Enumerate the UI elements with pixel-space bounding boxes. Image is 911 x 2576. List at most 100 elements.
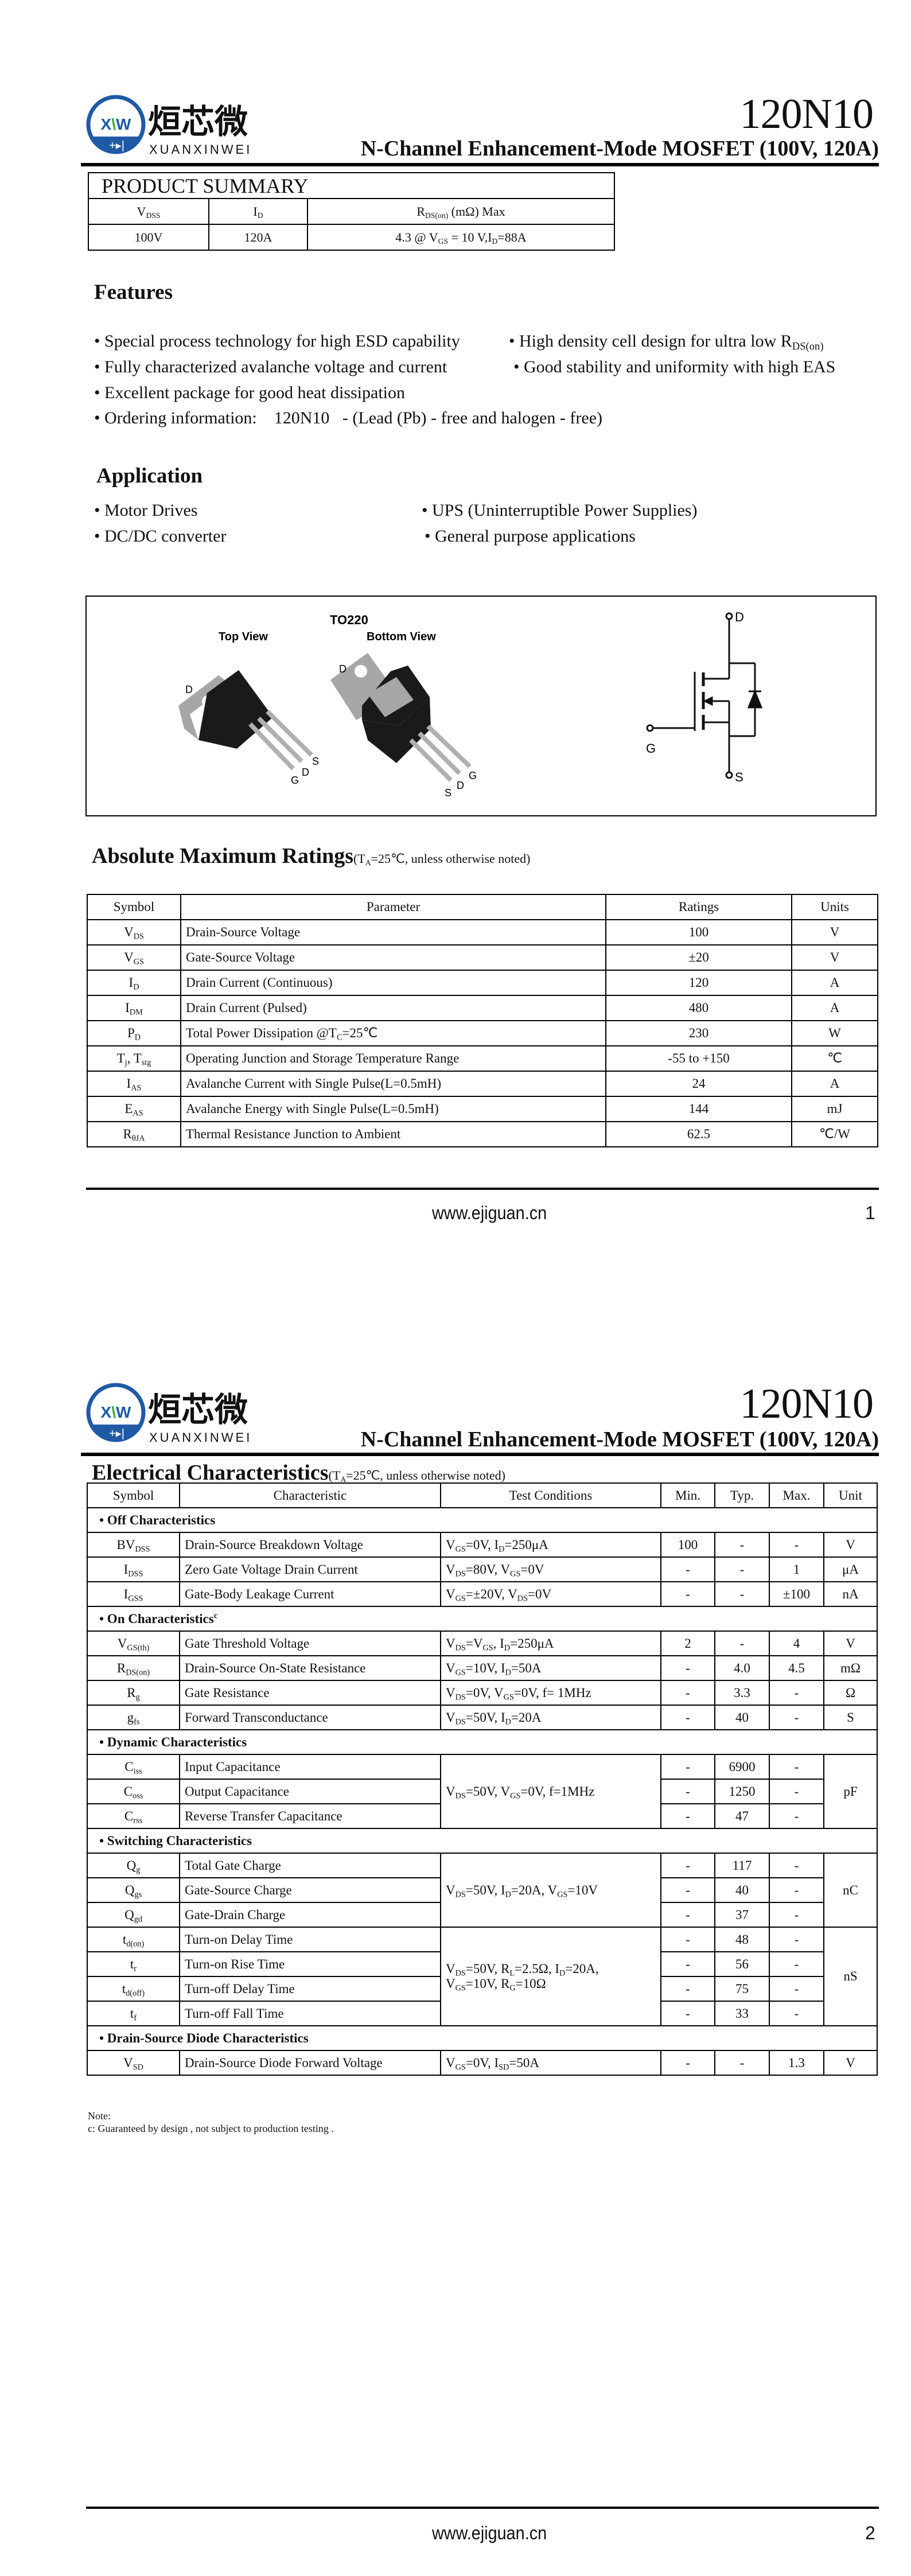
typ-cell: - <box>714 1581 770 1607</box>
abs-max-title: Absolute Maximum Ratings <box>92 844 354 868</box>
table-row: IDM Drain Current (Pulsed) 480 A <box>87 995 878 1021</box>
table-row: RθJA Thermal Resistance Junction to Ambie… <box>87 1121 878 1147</box>
section-row: • On Characteristicsc <box>87 1606 878 1632</box>
typ-cell: - <box>714 1557 770 1582</box>
table-row: Tj, Tstg Operating Junction and Storage T… <box>87 1045 878 1072</box>
header-rule <box>81 163 879 166</box>
symbol-cell: BVDSS <box>87 1532 180 1558</box>
characteristic-cell: Output Capacitance <box>179 1779 441 1804</box>
parameter-cell: Operating Junction and Storage Temperatu… <box>180 1045 606 1072</box>
min-cell: - <box>660 1927 715 1952</box>
symbol-cell: VDS <box>87 919 181 945</box>
unit-cell: V <box>823 1532 878 1558</box>
symbol-cell: Coss <box>87 1779 180 1804</box>
min-cell: - <box>660 1902 715 1928</box>
typ-cell: - <box>714 2050 770 2076</box>
typ-cell: 40 <box>714 1877 770 1903</box>
abs-max-table: Symbol Parameter Ratings Units VDS Drain-Sour… <box>87 894 878 1147</box>
feature-item: • High density cell design for ultra low… <box>509 332 824 353</box>
application-item: • DC/DC converter <box>94 527 227 546</box>
test-conditions-cell: VGS=10V, ID=50A <box>440 1655 661 1681</box>
max-cell: - <box>769 1902 824 1928</box>
page-number: 1 <box>865 1203 875 1223</box>
max-cell: 1 <box>769 1557 824 1582</box>
column-header: Characteristic <box>179 1482 441 1508</box>
pin-label: D <box>302 766 309 778</box>
unit-cell: S <box>823 1705 878 1730</box>
pin-label: D <box>735 610 744 624</box>
rating-cell: 120 <box>605 970 792 996</box>
column-header: Units <box>791 894 878 920</box>
typ-cell: 6900 <box>714 1754 770 1780</box>
column-header: Unit <box>823 1482 878 1508</box>
characteristic-cell: Gate-Drain Charge <box>179 1902 441 1928</box>
table-row: RDS(on) Drain-Source On-State Resistance V… <box>87 1655 878 1681</box>
pin-label: S <box>445 787 451 799</box>
package-name: TO220 <box>330 613 368 627</box>
unit-cell: pF <box>823 1754 878 1829</box>
characteristic-cell: Turn-on Delay Time <box>179 1927 441 1952</box>
characteristic-cell: Gate-Body Leakage Current <box>179 1581 441 1607</box>
table-row: PD Total Power Dissipation @TC=25℃ 230 W <box>87 1020 878 1046</box>
unit-cell: nA <box>823 1581 878 1607</box>
unit-cell: A <box>791 1071 878 1097</box>
table-row: tr Turn-on Rise Time -56- <box>87 1951 877 1977</box>
svg-text:X\W: X\W <box>101 115 131 133</box>
parameter-cell: Drain Current (Pulsed) <box>180 995 606 1021</box>
table-row: td(off) Turn-off Delay Time -75- <box>87 1976 877 2002</box>
symbol-cell: gfs <box>87 1705 180 1730</box>
application-item: • General purpose applications <box>425 527 636 546</box>
symbol-cell: VGS(th) <box>87 1631 180 1656</box>
symbol-cell: RθJA <box>87 1121 181 1147</box>
characteristic-cell: Input Capacitance <box>179 1754 441 1780</box>
table-row: Crss Reverse Transfer Capacitance -47- <box>87 1803 877 1829</box>
symbol-cell: IAS <box>87 1071 181 1097</box>
footer-url[interactable]: www.ejiguan.cn <box>432 2523 547 2543</box>
test-conditions-cell: VGS=0V, ID=250μA <box>440 1532 661 1558</box>
rating-cell: 480 <box>605 995 792 1021</box>
max-cell: - <box>769 1705 824 1730</box>
application-heading: Application <box>96 464 203 488</box>
min-cell: - <box>660 1655 715 1681</box>
parameter-cell: Avalanche Current with Single Pulse(L=0.… <box>180 1071 606 1097</box>
test-conditions-cell: VDS=VGS, ID=250μA <box>440 1631 661 1656</box>
to220-top-view-icon: D G D S <box>178 670 319 786</box>
typ-cell: 1250 <box>714 1779 770 1804</box>
parameter-cell: Avalanche Energy with Single Pulse(L=0.5… <box>180 1096 606 1122</box>
table-header-row: Symbol Characteristic Test Conditions Min. T… <box>87 1482 878 1508</box>
section-title: • Dynamic Characteristics <box>87 1729 878 1755</box>
electrical-note: (TA=25℃, unless otherwise noted) <box>328 1468 506 1484</box>
section-row: • Dynamic Characteristics <box>87 1729 878 1755</box>
characteristic-cell: Gate-Source Charge <box>179 1877 441 1903</box>
min-cell: - <box>660 1705 715 1730</box>
min-cell: - <box>660 2050 715 2076</box>
table-row: VSD Drain-Source Diode Forward Voltage VGS… <box>87 2050 878 2076</box>
max-cell: - <box>769 1532 824 1558</box>
pin-label: G <box>646 741 656 756</box>
symbol-cell: VGS <box>87 944 181 971</box>
unit-cell: nC <box>823 1853 878 1928</box>
section-row: • Drain-Source Diode Characteristics <box>87 2025 878 2051</box>
typ-cell: 48 <box>714 1927 770 1952</box>
typ-cell: - <box>714 1631 770 1656</box>
max-cell: - <box>769 1853 824 1878</box>
company-logo: X\W +▸| 烜芯微 XUANXINWEI <box>86 92 275 158</box>
electrical-heading: Electrical Characteristics(TA=25℃, unles… <box>92 1460 505 1485</box>
test-conditions-cell: VDS=50V, RL=2.5Ω, ID=20A, VGS=10V, RG=10Ω <box>440 1927 661 2026</box>
table-row: Qgs Gate-Source Charge -40- <box>87 1877 877 1903</box>
section-row: • Switching Characteristics <box>87 1828 878 1854</box>
bottom-view-label: Bottom View <box>367 631 436 643</box>
footer-rule <box>86 2507 879 2509</box>
svg-text:+▸|: +▸| <box>109 139 124 152</box>
symbol-cell: Qgd <box>87 1902 180 1928</box>
column-header: Typ. <box>714 1482 770 1508</box>
symbol-cell: Crss <box>87 1803 180 1829</box>
footer-url[interactable]: www.ejiguan.cn <box>432 1203 547 1223</box>
table-row: td(on) Turn-on Delay Time VDS=50V, RL=2.5Ω… <box>87 1927 878 2026</box>
table-row: EAS Avalanche Energy with Single Pulse(L=… <box>87 1096 878 1122</box>
table-row: Qg Total Gate Charge VDS=50V, ID=20A, VGS=… <box>87 1853 878 1928</box>
ps-header-vdss: VDSS <box>88 198 209 225</box>
ps-value-rdson: 4.3 @ VGS = 10 V,ID=88A <box>307 224 615 251</box>
parameter-cell: Drain Current (Continuous) <box>180 970 606 996</box>
rating-cell: 230 <box>605 1020 792 1046</box>
